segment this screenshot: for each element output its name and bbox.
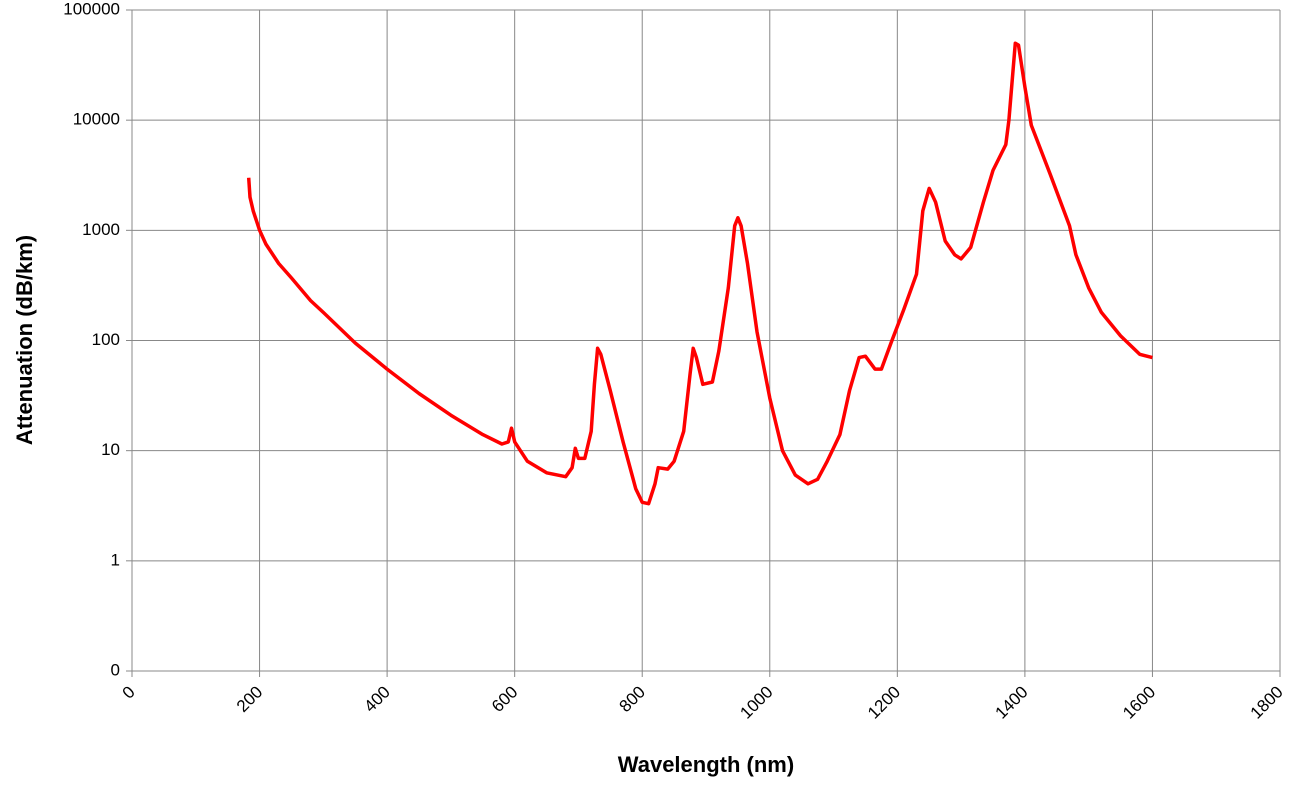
data-line: [246, 41, 1153, 506]
y-tick-label: 100: [92, 330, 120, 349]
x-tick-label: 400: [360, 682, 393, 715]
y-tick-label: 0: [111, 660, 120, 679]
x-tick-label: 200: [233, 682, 266, 715]
y-tick-label: 1000: [82, 220, 120, 239]
x-tick-label: 600: [488, 682, 521, 715]
x-tick-label: 800: [616, 682, 649, 715]
x-tick-label: 1200: [864, 682, 904, 722]
x-tick-label: 1000: [736, 682, 776, 722]
y-tick-label: 1: [111, 550, 120, 569]
y-tick-label: 10: [101, 440, 120, 459]
x-tick-label: 0: [119, 682, 139, 702]
x-tick-label: 1400: [992, 682, 1032, 722]
x-tick-label: 1800: [1247, 682, 1287, 722]
y-tick-label: 100000: [63, 0, 120, 18]
x-axis-title: Wavelength (nm): [618, 752, 794, 777]
x-tick-label: 1600: [1119, 682, 1159, 722]
y-axis-title: Attenuation (dB/km): [12, 235, 37, 445]
y-tick-label: 10000: [73, 110, 120, 129]
